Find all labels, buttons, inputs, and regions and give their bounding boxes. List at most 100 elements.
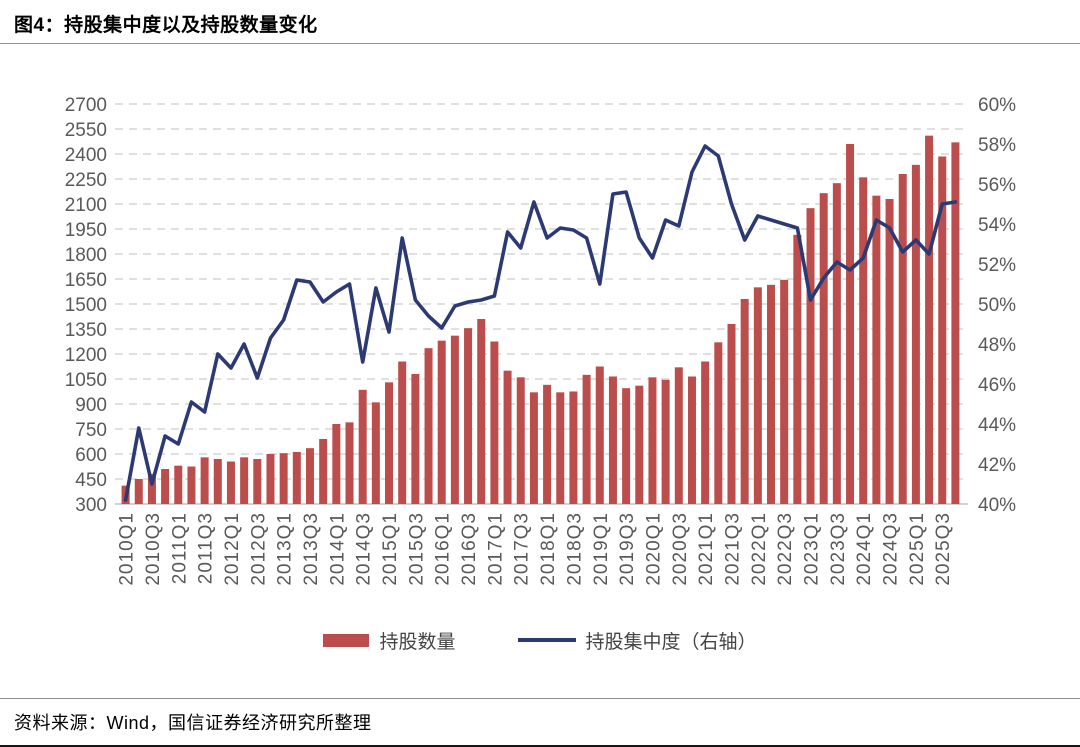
bar bbox=[595, 366, 604, 504]
y-axis-left-tick: 900 bbox=[75, 395, 107, 416]
bar bbox=[582, 374, 591, 504]
bar bbox=[727, 324, 736, 504]
bar bbox=[411, 374, 420, 504]
x-axis-tick: 2014Q1 bbox=[327, 512, 348, 586]
x-axis-tick: 2018Q3 bbox=[564, 512, 585, 586]
bar bbox=[925, 135, 934, 504]
x-axis-tick: 2016Q1 bbox=[433, 512, 454, 586]
y-axis-left-tick: 600 bbox=[75, 445, 107, 466]
bar bbox=[477, 319, 486, 504]
bar bbox=[371, 402, 380, 504]
bar bbox=[147, 474, 156, 504]
y-axis-right-tick: 42% bbox=[978, 455, 1016, 476]
x-axis-tick: 2022Q3 bbox=[775, 512, 796, 586]
x-axis-tick: 2023Q1 bbox=[802, 512, 823, 586]
y-axis-right-tick: 48% bbox=[978, 335, 1016, 356]
holdings-chart: 300 450 600 750 900 1050 1200 1350 1500 1650 1800 1… bbox=[65, 95, 1016, 586]
bar bbox=[187, 466, 196, 504]
y-axis-left-tick: 2250 bbox=[65, 170, 107, 191]
x-axis-tick: 2012Q3 bbox=[248, 512, 269, 586]
bar bbox=[806, 208, 815, 504]
x-axis-tick: 2019Q1 bbox=[591, 512, 612, 586]
bar bbox=[174, 465, 183, 504]
x-axis-tick: 2012Q1 bbox=[222, 512, 243, 586]
bar bbox=[832, 183, 841, 504]
bar bbox=[938, 156, 947, 504]
x-axis-tick: 2025Q3 bbox=[933, 512, 954, 586]
data-source: 资料来源：Wind，国信证券经济研究所整理 bbox=[14, 713, 372, 733]
x-axis-tick: 2018Q1 bbox=[538, 512, 559, 586]
bar bbox=[398, 361, 407, 504]
bar bbox=[385, 382, 394, 504]
line-series-swatch bbox=[517, 638, 576, 642]
chart-area: 300 450 600 750 900 1050 1200 1350 1500 1650 1800 1… bbox=[0, 44, 1080, 614]
concentration-line bbox=[123, 144, 958, 502]
y-axis-left-tick: 2400 bbox=[65, 145, 107, 166]
bar bbox=[543, 384, 552, 504]
x-axis-tick: 2022Q1 bbox=[749, 512, 770, 586]
y-axis-left-tick: 2100 bbox=[65, 195, 107, 216]
bar bbox=[319, 439, 328, 504]
x-axis-tick: 2021Q1 bbox=[696, 512, 717, 586]
y-axis-left-tick: 1050 bbox=[65, 370, 107, 391]
bar bbox=[161, 469, 170, 504]
bar bbox=[819, 193, 828, 504]
y-axis-right-tick: 40% bbox=[978, 495, 1016, 516]
x-axis-tick: 2024Q3 bbox=[881, 512, 902, 586]
bar bbox=[780, 279, 789, 504]
bar bbox=[424, 348, 433, 504]
bar-series-label: 持股数量 bbox=[379, 631, 456, 653]
bar bbox=[911, 164, 920, 504]
x-axis-tick: 2015Q1 bbox=[380, 512, 401, 586]
bar bbox=[648, 377, 657, 504]
bar bbox=[279, 453, 288, 504]
bar bbox=[556, 392, 565, 504]
x-axis-tick: 2014Q3 bbox=[354, 512, 375, 586]
y-axis-left-tick: 1500 bbox=[65, 295, 107, 316]
x-axis-tick: 2024Q1 bbox=[854, 512, 875, 586]
x-axis-tick: 2019Q3 bbox=[617, 512, 638, 586]
y-axis-left-tick: 1200 bbox=[65, 345, 107, 366]
y-axis-left-tick: 450 bbox=[75, 470, 107, 491]
chart-legend: 持股数量 持股集中度（右轴） bbox=[0, 626, 1080, 654]
bar bbox=[503, 370, 512, 504]
bar bbox=[846, 144, 855, 504]
x-axis-tick: 2023Q3 bbox=[828, 512, 849, 586]
bar bbox=[569, 391, 578, 504]
y-axis-left-tick: 2700 bbox=[65, 95, 107, 116]
bar bbox=[450, 335, 459, 504]
bar bbox=[266, 454, 275, 504]
bar bbox=[134, 479, 143, 504]
x-axis-tick: 2011Q3 bbox=[196, 512, 217, 584]
bar bbox=[253, 459, 262, 504]
y-axis-right-tick: 44% bbox=[978, 415, 1016, 436]
bar bbox=[213, 459, 222, 504]
bar bbox=[490, 341, 499, 504]
bar bbox=[859, 177, 868, 505]
y-axis-right-tick: 58% bbox=[978, 135, 1016, 156]
figure-title: 图4：持股集中度以及持股数量变化 bbox=[14, 15, 318, 36]
y-axis-left-tick: 1800 bbox=[65, 245, 107, 266]
x-axis-tick: 2010Q3 bbox=[143, 512, 164, 586]
bar bbox=[740, 299, 749, 504]
bar bbox=[872, 195, 881, 504]
x-axis-tick: 2011Q1 bbox=[169, 512, 190, 584]
y-axis-right-tick: 52% bbox=[978, 255, 1016, 276]
bar bbox=[240, 457, 249, 504]
x-axis-tick: 2020Q3 bbox=[670, 512, 691, 586]
x-axis-tick: 2025Q1 bbox=[907, 512, 928, 586]
bar bbox=[898, 174, 907, 504]
y-axis-left-tick: 2550 bbox=[65, 120, 107, 141]
bar bbox=[793, 234, 802, 505]
footer-divider bbox=[0, 698, 1080, 699]
y-axis-right-tick: 50% bbox=[978, 295, 1016, 316]
y-axis-left-tick: 300 bbox=[75, 495, 107, 516]
x-axis-tick: 2013Q3 bbox=[301, 512, 322, 586]
y-axis-left-tick: 1950 bbox=[65, 220, 107, 241]
bar bbox=[885, 199, 894, 504]
bar bbox=[516, 377, 525, 504]
bar bbox=[701, 361, 710, 504]
bar bbox=[622, 388, 631, 504]
bar bbox=[753, 287, 762, 504]
y-axis-left-tick: 1650 bbox=[65, 270, 107, 291]
